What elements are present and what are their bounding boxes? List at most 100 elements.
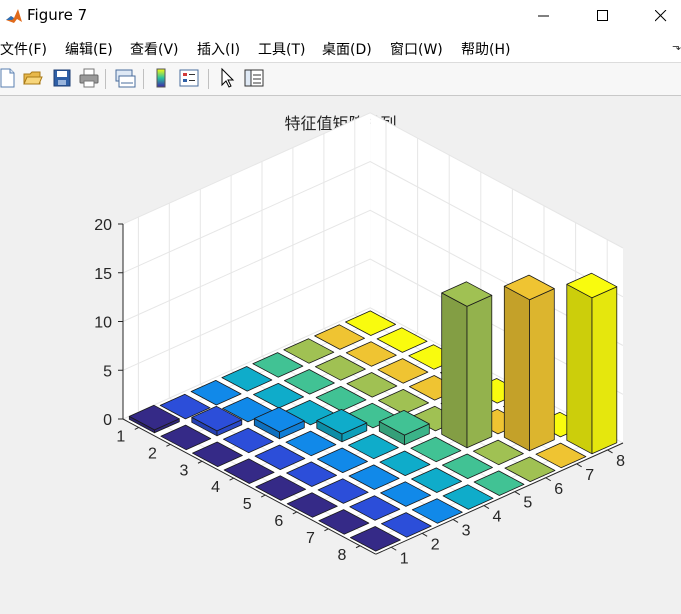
y-tick-label: 4 xyxy=(492,509,501,526)
bar-top xyxy=(377,358,429,384)
bar-top xyxy=(566,272,618,299)
x-tick-mark xyxy=(324,528,329,532)
bar-top xyxy=(221,366,273,392)
menu-file[interactable]: 文件(F) xyxy=(0,42,47,58)
menu-tools[interactable]: 工具(T) xyxy=(258,42,306,58)
bar-top xyxy=(315,385,367,412)
maximize-button[interactable] xyxy=(580,0,626,32)
bar xyxy=(255,475,307,501)
bar-top xyxy=(378,388,430,415)
colorbar-icon[interactable] xyxy=(150,67,172,89)
bar3-plot[interactable]: 1 2 3 4 5 6 7 8 1 2 3 4 5 6 7 8 0 5 10 15 20 xyxy=(0,96,681,614)
bar xyxy=(253,406,305,440)
x-tick-label: 5 xyxy=(243,496,252,513)
x-tick-label: 6 xyxy=(274,513,283,530)
z-gridline xyxy=(122,161,624,298)
x-tick-mark xyxy=(292,511,298,515)
bar-top xyxy=(441,453,493,480)
minimize-icon xyxy=(538,15,549,17)
bar-top xyxy=(223,458,275,484)
bar-top xyxy=(253,406,305,433)
title-bar: Figure 7 xyxy=(0,0,681,32)
close-button[interactable] xyxy=(638,0,681,32)
bar-top xyxy=(316,408,368,435)
y-tick-label: 2 xyxy=(431,536,440,553)
bar-top xyxy=(318,509,370,535)
pointer-icon[interactable] xyxy=(216,67,238,89)
bar xyxy=(345,341,397,367)
x-tick-mark xyxy=(355,545,361,549)
toolbar-separator xyxy=(208,69,209,89)
bar-top xyxy=(473,470,525,496)
bar xyxy=(192,441,243,468)
x-tick-label: 4 xyxy=(211,479,220,496)
x-tick-mark xyxy=(197,460,203,464)
bar xyxy=(159,393,211,420)
bar-top xyxy=(376,327,428,353)
z-tick-label: 15 xyxy=(94,266,112,283)
bar-top xyxy=(255,475,307,501)
y-tick-label: 1 xyxy=(400,550,409,567)
bar-top xyxy=(504,456,556,483)
y-tick-mark xyxy=(421,532,428,537)
bar-top xyxy=(379,450,431,477)
x-tick-mark xyxy=(260,494,266,498)
bar xyxy=(286,492,338,518)
bar xyxy=(348,464,400,490)
bar-top xyxy=(283,369,335,395)
bar xyxy=(380,512,432,538)
bar xyxy=(504,456,556,483)
bar xyxy=(349,495,401,521)
y-tick-label: 7 xyxy=(585,467,594,484)
save-icon[interactable] xyxy=(51,67,73,89)
bar-face xyxy=(503,285,530,452)
bar-face xyxy=(441,292,468,449)
y-tick-mark xyxy=(390,546,397,551)
bar-top xyxy=(160,424,212,451)
figure-toolbar xyxy=(0,63,681,96)
bar xyxy=(535,442,587,469)
chevron-icon[interactable]: ⬎ xyxy=(672,40,681,53)
menu-help[interactable]: 帮助(H) xyxy=(461,42,511,58)
minimize-button[interactable] xyxy=(521,0,567,32)
x-axis-line xyxy=(122,418,377,555)
menu-desktop[interactable]: 桌面(D) xyxy=(322,42,372,58)
bar xyxy=(441,281,493,449)
bar-top xyxy=(192,441,243,468)
menu-window[interactable]: 窗口(W) xyxy=(390,42,443,58)
menu-insert[interactable]: 插入(I) xyxy=(197,42,241,58)
z-tick-label: 5 xyxy=(103,363,112,380)
bar-top xyxy=(442,484,494,510)
bar xyxy=(377,358,429,384)
y-tick-mark xyxy=(452,519,459,523)
bar xyxy=(379,450,431,477)
menu-edit[interactable]: 编辑(E) xyxy=(65,42,113,58)
legend-icon[interactable] xyxy=(178,67,200,89)
open-file-icon[interactable] xyxy=(22,67,44,89)
x-tick-label: 8 xyxy=(338,547,347,564)
bar-top xyxy=(286,461,338,487)
menu-view[interactable]: 查看(V) xyxy=(130,42,179,58)
bar-top xyxy=(349,526,401,552)
new-figure-icon[interactable] xyxy=(0,67,18,89)
bar-top xyxy=(286,492,338,518)
bar xyxy=(346,372,398,398)
bar xyxy=(316,408,368,443)
bar-top xyxy=(380,512,432,538)
toolbar-separator xyxy=(105,69,106,89)
bar xyxy=(254,444,306,471)
bar-top xyxy=(380,481,432,507)
close-icon xyxy=(655,10,667,22)
bar-face xyxy=(591,286,618,455)
bar xyxy=(376,327,428,353)
bar xyxy=(223,458,275,484)
matlab-logo-icon xyxy=(5,7,23,25)
property-inspector-icon[interactable] xyxy=(243,67,265,89)
bar xyxy=(191,405,243,437)
bar-face xyxy=(566,283,593,455)
y-tick-label: 8 xyxy=(616,453,625,470)
print-icon[interactable] xyxy=(78,67,100,89)
link-plot-icon[interactable] xyxy=(114,67,136,89)
bar-top xyxy=(410,436,462,463)
menu-bar: 文件(F) 编辑(E) 查看(V) 插入(I) 工具(T) 桌面(D) 窗口(W… xyxy=(0,32,681,63)
